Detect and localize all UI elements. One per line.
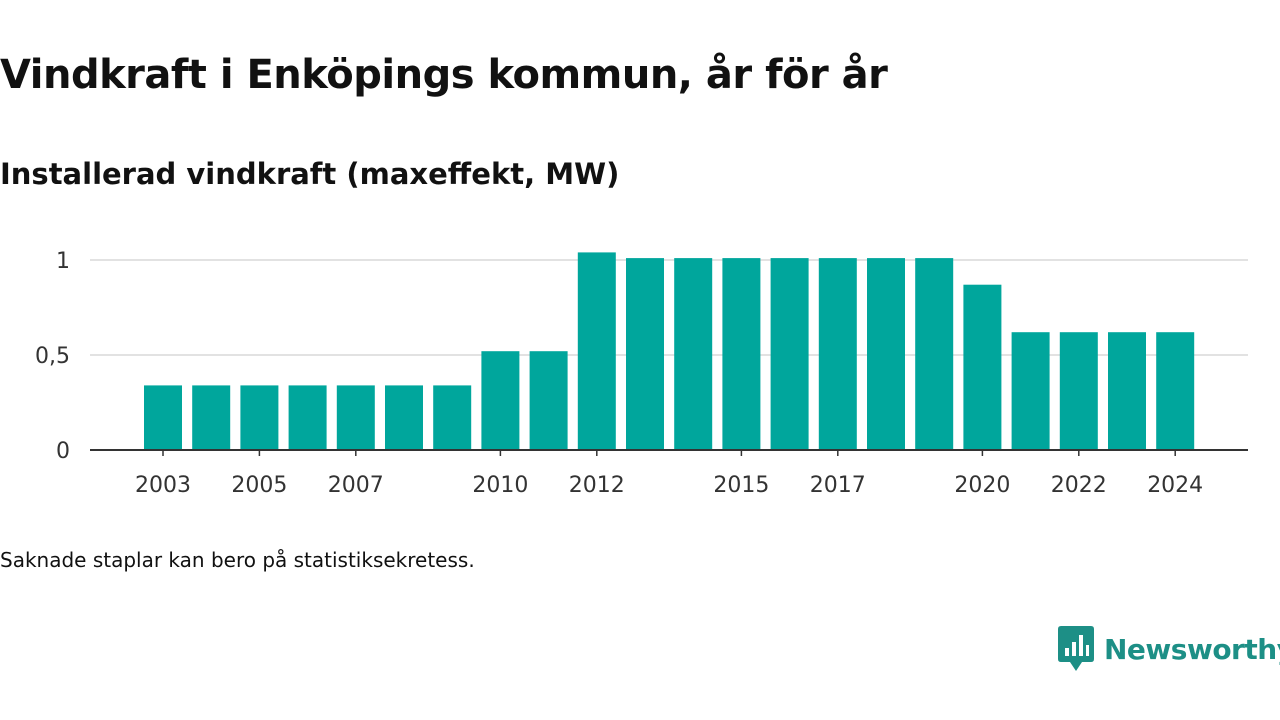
bar-2015 xyxy=(722,258,761,450)
bar-chart: 0 0,5 1 2003 2005 2007 2010 2012 2015 2017 2020 202… xyxy=(35,249,1248,498)
x-tick-label: 2017 xyxy=(810,473,866,498)
bar-2012 xyxy=(577,252,616,450)
bar-2024 xyxy=(1156,332,1195,450)
y-tick-label: 1 xyxy=(56,249,70,274)
y-tick-label: 0,5 xyxy=(35,344,70,369)
x-tick-label: 2020 xyxy=(954,473,1010,498)
x-tick-label: 2003 xyxy=(135,473,191,498)
bar-2018 xyxy=(867,258,905,450)
bar-2009 xyxy=(433,385,472,450)
x-tick-label: 2007 xyxy=(328,473,384,498)
axes: 0 0,5 1 2003 2005 2007 2010 2012 2015 2017 2020 202… xyxy=(35,249,1248,498)
x-tick-label: 2005 xyxy=(231,473,287,498)
bar-2006 xyxy=(288,385,327,450)
chart-subtitle: Installerad vindkraft (maxeffekt, MW) xyxy=(0,157,620,191)
bar-2016 xyxy=(770,258,809,450)
newsworthy-logo-icon xyxy=(1058,626,1094,671)
bar-2004 xyxy=(192,385,231,450)
brand-name: Newsworthy xyxy=(1104,632,1280,666)
bar-2021 xyxy=(1011,332,1050,450)
chart-title: Vindkraft i Enköpings kommun, år för år xyxy=(0,52,888,98)
x-tick-label: 2012 xyxy=(569,473,625,498)
bar-2019 xyxy=(915,258,954,450)
gridlines xyxy=(90,259,1248,356)
y-tick-label: 0 xyxy=(56,439,70,464)
x-tick-label: 2015 xyxy=(713,473,769,498)
bar-2017 xyxy=(818,258,857,450)
brand-logo: Newsworthy xyxy=(1058,626,1280,672)
bar-2022 xyxy=(1059,332,1098,450)
bar-2023 xyxy=(1108,332,1146,450)
bar-2008 xyxy=(385,385,423,450)
bar-2013 xyxy=(626,258,664,450)
bar-2011 xyxy=(529,351,568,450)
bars xyxy=(144,252,1195,450)
bar-2010 xyxy=(481,351,520,450)
x-tick-label: 2022 xyxy=(1051,473,1107,498)
bar-2014 xyxy=(674,258,713,450)
bar-2005 xyxy=(240,385,279,450)
x-tick-label: 2024 xyxy=(1147,473,1203,498)
bar-2020 xyxy=(963,284,1002,450)
bar-2003 xyxy=(144,385,182,450)
bar-2007 xyxy=(336,385,375,450)
x-tick-label: 2010 xyxy=(472,473,528,498)
footnote: Saknade staplar kan bero på statistiksek… xyxy=(0,548,475,572)
